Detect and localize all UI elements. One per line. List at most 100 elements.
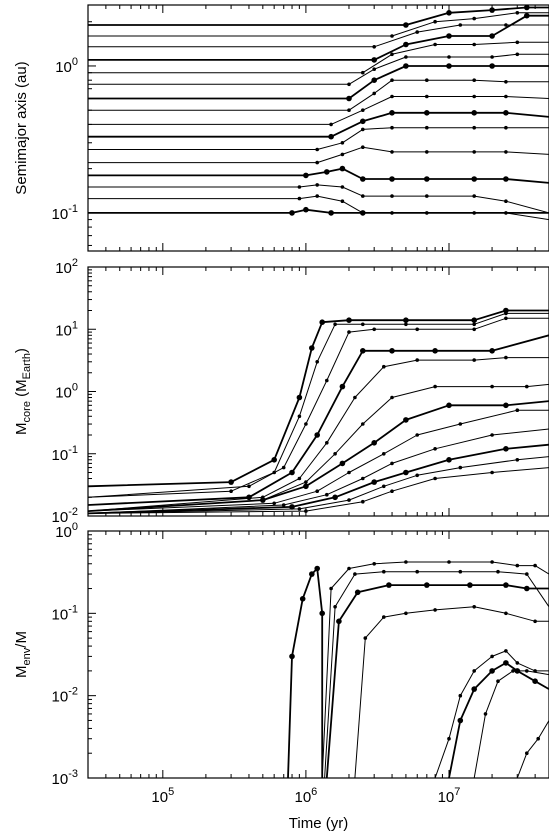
data-point (504, 125, 508, 130)
data-point (325, 378, 329, 383)
data-point (372, 45, 377, 49)
data-point (304, 422, 308, 426)
data-point (361, 108, 365, 112)
series-line-1 (321, 561, 549, 778)
data-point (303, 483, 309, 490)
data-point (489, 668, 495, 674)
data-point (458, 569, 463, 574)
data-point (361, 476, 365, 481)
data-point (489, 63, 495, 69)
data-point (324, 169, 330, 175)
data-point (515, 52, 520, 57)
data-point (467, 582, 473, 588)
y-ticks (88, 21, 96, 246)
series-line-7 (88, 96, 549, 125)
data-point (403, 63, 409, 69)
data-point (504, 649, 508, 653)
data-point (309, 571, 315, 577)
data-point (504, 316, 508, 321)
data-point (524, 585, 530, 592)
data-point (496, 569, 500, 574)
data-point (386, 582, 392, 588)
data-point (425, 194, 429, 198)
plot-frame (87, 530, 549, 779)
data-point (372, 327, 377, 332)
data-point (472, 322, 477, 327)
y-tick-label: 100 (55, 56, 78, 76)
data-point (425, 211, 429, 215)
y-tick-label: 102 (55, 257, 78, 277)
data-point (415, 327, 420, 332)
data-point (503, 110, 509, 116)
data-point (390, 461, 394, 466)
data-point (490, 654, 494, 659)
data-point (515, 458, 520, 462)
data-point (361, 422, 365, 426)
data-point (490, 470, 494, 475)
data-point (372, 91, 377, 96)
data-point (489, 7, 495, 13)
series-line-9 (88, 65, 549, 100)
data-point (390, 395, 394, 400)
data-point (346, 317, 352, 324)
series-line-8 (88, 79, 549, 111)
data-point (382, 569, 386, 574)
panel-envelope-fraction: 100 10-1 10-2 10-3 105 106 107 Menv/M Time (yr) (13, 521, 549, 832)
data-point (524, 5, 530, 11)
data-point (390, 194, 394, 198)
data-point (472, 358, 477, 362)
y-axis-title: Menv/M (13, 631, 33, 678)
data-point (389, 110, 395, 116)
data-point (354, 589, 361, 596)
data-point (289, 469, 295, 476)
data-point (247, 484, 251, 489)
data-point (333, 605, 337, 609)
series-line-14 (88, 12, 549, 37)
data-point (382, 452, 386, 456)
x-ticks (87, 267, 549, 516)
data-point (490, 433, 494, 437)
data-point (329, 586, 333, 591)
data-point (309, 345, 315, 351)
data-point (333, 322, 337, 327)
data-point (361, 145, 365, 149)
data-point (503, 307, 509, 314)
data-point (347, 498, 351, 502)
data-point (472, 16, 477, 21)
data-point (472, 669, 477, 673)
data-point (504, 94, 508, 99)
data-point (525, 384, 529, 389)
series-line-12 (88, 14, 549, 61)
data-point (503, 176, 509, 182)
series-line-4 (88, 357, 549, 512)
data-point (382, 364, 386, 369)
data-point (361, 127, 365, 132)
data-point (472, 94, 477, 99)
data-point (339, 165, 346, 172)
series-line-15 (88, 6, 549, 26)
data-point (415, 473, 420, 478)
data-point (360, 176, 366, 182)
data-point (390, 94, 394, 99)
data-point (329, 122, 333, 127)
series-line-13 (88, 24, 549, 48)
series-line-3 (88, 167, 549, 184)
data-point (472, 150, 477, 154)
data-point (504, 611, 508, 616)
data-point (433, 42, 437, 47)
data-point (346, 95, 352, 102)
data-point (347, 330, 351, 334)
data-point (504, 211, 508, 215)
data-point (315, 147, 320, 152)
data-point (281, 503, 286, 507)
data-point (296, 394, 303, 401)
data-point (403, 469, 409, 476)
data-point (446, 457, 452, 463)
y-tick-label: 10-1 (52, 603, 78, 623)
data-point (472, 211, 477, 215)
data-point (447, 736, 451, 741)
data-point (389, 348, 395, 354)
data-point (325, 441, 329, 445)
data-point (390, 125, 394, 130)
data-point (339, 460, 346, 467)
